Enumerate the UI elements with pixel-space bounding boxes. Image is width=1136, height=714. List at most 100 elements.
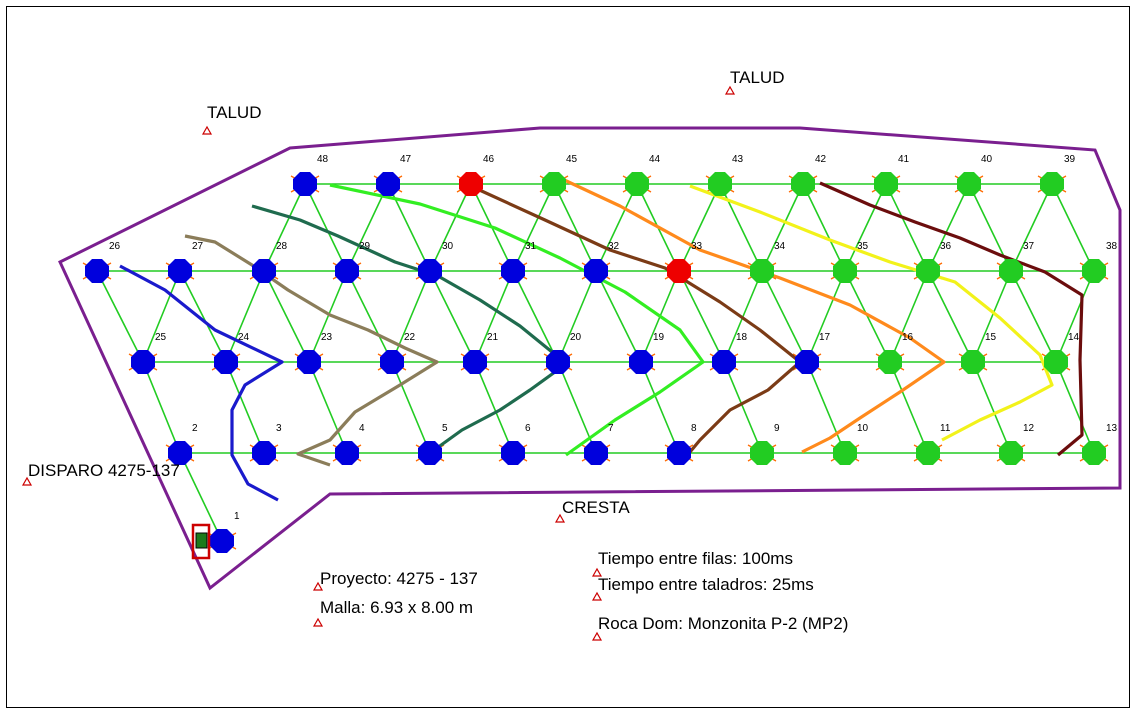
blast-hole-32[interactable]: 32 <box>584 241 620 283</box>
initiation-marker[interactable] <box>191 523 211 560</box>
hole-number-31: 31 <box>525 241 537 252</box>
blast-hole-41[interactable]: 41 <box>874 154 910 196</box>
blast-hole-35[interactable]: 35 <box>833 241 869 283</box>
blast-hole-25[interactable]: 25 <box>131 332 167 374</box>
hole-number-35: 35 <box>857 241 869 252</box>
blast-hole-7[interactable]: 7 <box>584 423 614 465</box>
hole-number-21: 21 <box>487 332 499 343</box>
connector-39-38 <box>1051 183 1095 272</box>
blast-hole-48[interactable]: 48 <box>293 154 329 196</box>
roca-label: Roca Dom: Monzonita P-2 (MP2) <box>591 614 848 641</box>
hole-number-3: 3 <box>276 423 282 434</box>
blast-hole-21[interactable]: 21 <box>463 332 499 374</box>
hole-number-43: 43 <box>732 154 744 165</box>
blast-hole-36[interactable]: 36 <box>916 241 952 283</box>
blast-hole-14[interactable]: 14 <box>1044 332 1080 374</box>
blast-hole-18[interactable]: 18 <box>712 332 748 374</box>
contour-brown <box>474 186 802 454</box>
hole-number-10: 10 <box>857 423 869 434</box>
blast-hole-34[interactable]: 34 <box>750 241 786 283</box>
blast-hole-42[interactable]: 42 <box>791 154 827 196</box>
contour-orange <box>559 176 946 454</box>
connector-16-35 <box>844 270 891 363</box>
blast-hole-44[interactable]: 44 <box>625 154 661 196</box>
blast-hole-11[interactable]: 11 <box>916 423 951 465</box>
hole-number-39: 39 <box>1064 154 1076 165</box>
connector-20-31 <box>512 270 559 363</box>
hole-number-1: 1 <box>234 511 240 522</box>
blast-hole-30[interactable]: 30 <box>418 241 454 283</box>
hole-number-45: 45 <box>566 154 578 165</box>
connector-8-19 <box>640 361 680 454</box>
blast-hole-13[interactable]: 13 <box>1082 423 1118 465</box>
connector-3-24 <box>225 361 265 454</box>
blast-hole-5[interactable]: 5 <box>418 423 448 465</box>
blast-hole-3[interactable]: 3 <box>252 423 282 465</box>
blast-hole-22[interactable]: 22 <box>380 332 416 374</box>
connector-39-37 <box>1010 183 1053 272</box>
blast-hole-46[interactable]: 46 <box>459 154 495 196</box>
connector-15-36 <box>927 270 974 363</box>
connector-25-26 <box>96 270 144 363</box>
blast-hole-9[interactable]: 9 <box>750 423 780 465</box>
disparo-label: DISPARO 4275-137 <box>21 461 180 486</box>
svg-text:Proyecto: 4275 - 137: Proyecto: 4275 - 137 <box>320 569 478 588</box>
blast-hole-33[interactable]: 33 <box>667 241 703 283</box>
blast-hole-29[interactable]: 29 <box>335 241 371 283</box>
talud-label-2: TALUD <box>724 68 784 95</box>
cresta-label: CRESTA <box>554 498 630 523</box>
connector-22-30 <box>391 270 431 363</box>
hole-number-40: 40 <box>981 154 993 165</box>
blast-hole-17[interactable]: 17 <box>795 332 831 374</box>
connector-45-32 <box>553 183 597 272</box>
blast-hole-27[interactable]: 27 <box>168 241 204 283</box>
blast-hole-16[interactable]: 16 <box>878 332 914 374</box>
blast-hole-39[interactable]: 39 <box>1040 154 1076 196</box>
connector-16-36 <box>889 270 929 363</box>
blast-hole-10[interactable]: 10 <box>833 423 869 465</box>
hole-number-22: 22 <box>404 332 416 343</box>
blast-hole-8[interactable]: 8 <box>667 423 697 465</box>
blast-hole-38[interactable]: 38 <box>1082 241 1118 283</box>
connector-11-16 <box>889 361 929 454</box>
blast-hole-26[interactable]: 26 <box>85 241 121 283</box>
blast-hole-1[interactable]: 1 <box>210 511 240 553</box>
blast-hole-24[interactable]: 24 <box>214 332 250 374</box>
connector-lines <box>82 175 1109 550</box>
hole-number-15: 15 <box>985 332 997 343</box>
connector-13-14 <box>1055 361 1095 454</box>
svg-text:TALUD: TALUD <box>207 103 261 122</box>
connector-5-22 <box>391 361 431 454</box>
blast-hole-12[interactable]: 12 <box>999 423 1035 465</box>
contour-yellow <box>689 184 1054 442</box>
hole-number-18: 18 <box>736 332 748 343</box>
svg-text:Tiempo entre taladros: 25ms: Tiempo entre taladros: 25ms <box>598 575 814 594</box>
tiempo-filas-label: Tiempo entre filas: 100ms <box>591 549 793 577</box>
blast-hole-23[interactable]: 23 <box>297 332 333 374</box>
contour-blue <box>119 264 284 502</box>
blast-hole-47[interactable]: 47 <box>376 154 412 196</box>
blast-hole-43[interactable]: 43 <box>708 154 744 196</box>
connector-42-34 <box>761 183 804 272</box>
blast-hole-19[interactable]: 19 <box>629 332 665 374</box>
blast-hole-20[interactable]: 20 <box>546 332 582 374</box>
hole-number-12: 12 <box>1023 423 1035 434</box>
blast-hole-2[interactable]: 2 <box>168 423 198 465</box>
blast-hole-37[interactable]: 37 <box>999 241 1035 283</box>
hole-number-23: 23 <box>321 332 333 343</box>
connector-43-33 <box>678 183 721 272</box>
blast-hole-4[interactable]: 4 <box>335 423 365 465</box>
hole-number-38: 38 <box>1106 241 1118 252</box>
blast-hole-6[interactable]: 6 <box>501 423 531 465</box>
blast-hole-40[interactable]: 40 <box>957 154 993 196</box>
hole-number-14: 14 <box>1068 332 1080 343</box>
blast-hole-28[interactable]: 28 <box>252 241 288 283</box>
connector-1-2 <box>179 452 223 542</box>
blast-hole-31[interactable]: 31 <box>501 241 537 283</box>
blast-hole-45[interactable]: 45 <box>542 154 578 196</box>
connector-17-34 <box>761 270 808 363</box>
svg-text:Tiempo entre filas: 100ms: Tiempo entre filas: 100ms <box>598 549 793 568</box>
blast-hole-15[interactable]: 15 <box>961 332 997 374</box>
connector-21-30 <box>429 270 476 363</box>
connector-23-29 <box>308 270 348 363</box>
